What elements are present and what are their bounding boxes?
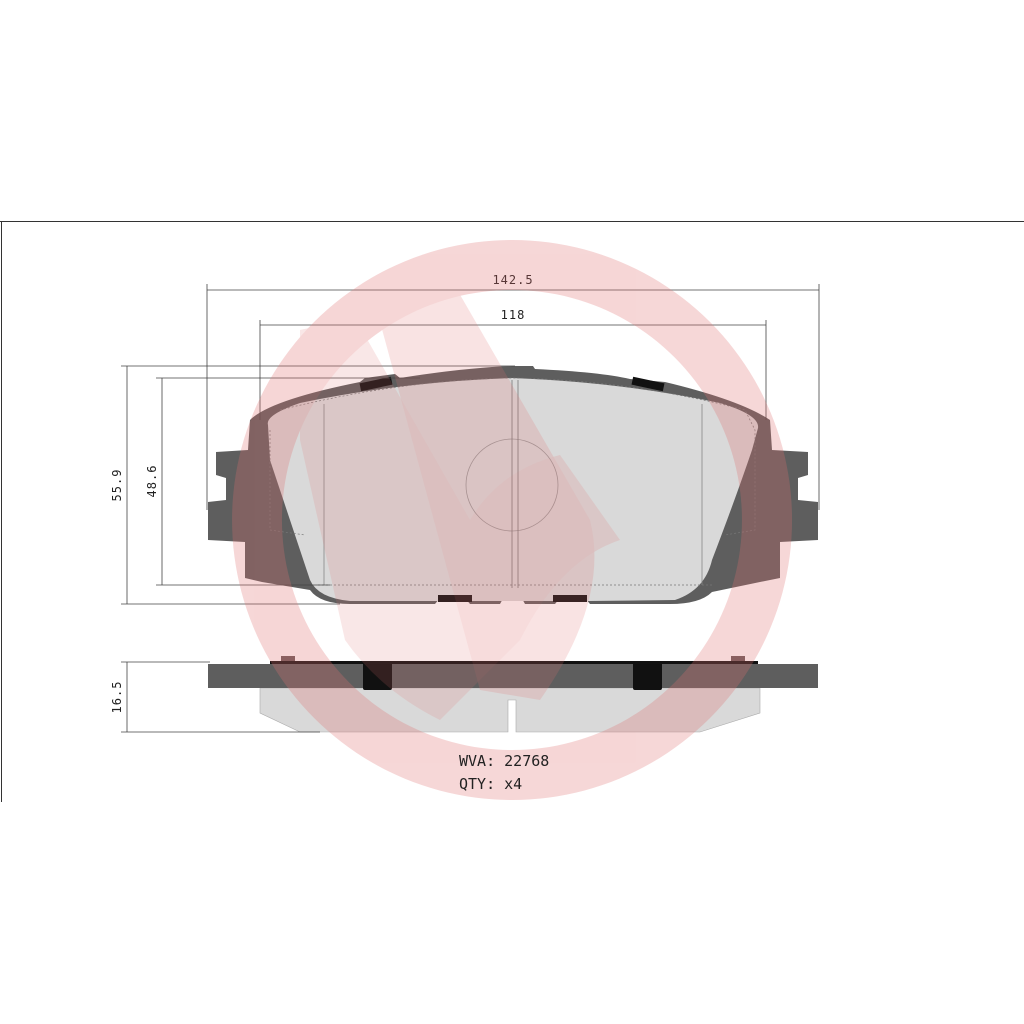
- dim-overall-height: 55.9: [110, 469, 124, 502]
- qty-label: QTY:: [459, 775, 496, 793]
- dim-inner-width: 118: [501, 308, 526, 322]
- qty-line: QTY: x4: [459, 775, 522, 793]
- clip-top-left: [359, 376, 393, 392]
- shim-layer: [270, 661, 758, 664]
- brand-logo-watermark: [232, 240, 793, 801]
- dim-friction-height: 48.6: [145, 465, 159, 498]
- side-clip-left: [363, 662, 392, 690]
- side-friction-material: [259, 687, 761, 733]
- side-clip-right: [633, 662, 662, 690]
- dimension-lines: [121, 284, 820, 733]
- side-backing-plate: [208, 664, 818, 688]
- qty-value: x4: [504, 775, 523, 793]
- dim-thickness: 16.5: [110, 681, 124, 714]
- clip-top-right: [631, 376, 665, 392]
- dim-overall-width: 142.5: [492, 273, 533, 287]
- wva-value: 22768: [504, 752, 550, 770]
- pad-side-view: [208, 656, 818, 733]
- clip-bottom-right: [553, 595, 587, 602]
- hidden-outline: [269, 377, 756, 586]
- clip-bottom-left: [438, 595, 472, 602]
- friction-material: [267, 378, 759, 601]
- wva-label: WVA:: [459, 752, 496, 770]
- pad-front-view: [208, 366, 818, 604]
- wva-line: WVA: 22768: [459, 752, 549, 770]
